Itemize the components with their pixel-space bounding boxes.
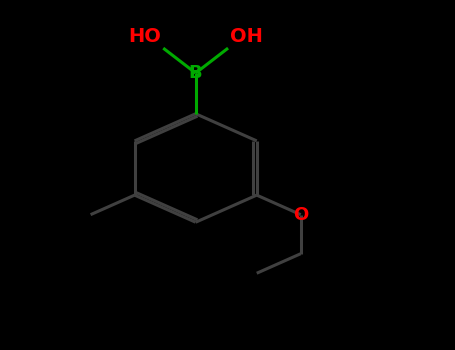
Text: HO: HO	[128, 27, 161, 47]
Text: OH: OH	[230, 27, 263, 47]
Text: O: O	[293, 206, 308, 224]
Text: B: B	[189, 64, 202, 82]
